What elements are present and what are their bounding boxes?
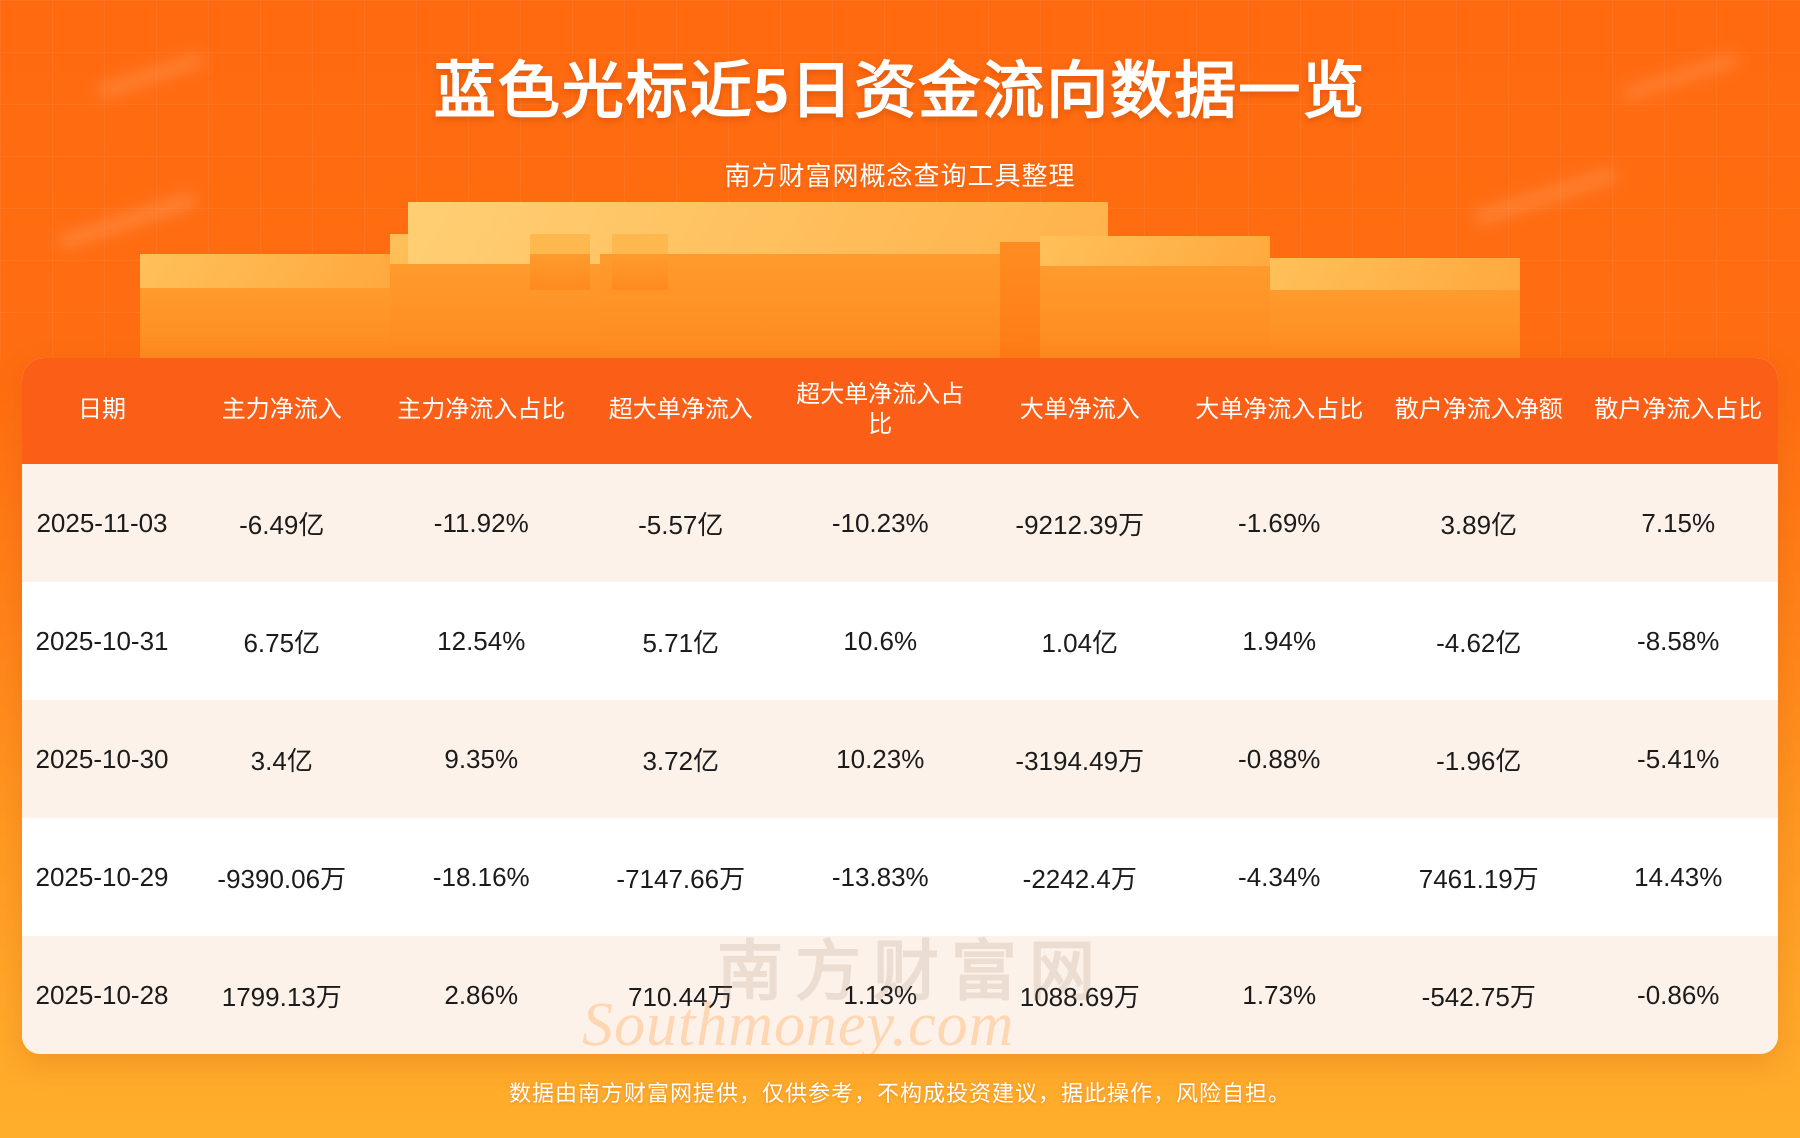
- cell-date: 2025-10-29: [35, 861, 169, 892]
- table-header: 日期 主力净流入 主力净流入占比 超大单净流入 超大单净流入占比 大单净流入 大…: [22, 358, 1778, 464]
- cell-large-net: -9212.39万: [1015, 509, 1145, 540]
- table-row: 2025-10-30 3.4亿 9.35% 3.72亿 10.23% -3194…: [22, 700, 1778, 818]
- table-row: 2025-10-28 1799.13万 2.86% 710.44万 1.13% …: [22, 936, 1778, 1054]
- column-header-date[interactable]: 日期: [22, 358, 182, 464]
- cell-date: 2025-10-28: [35, 979, 169, 1010]
- cell-main-pct: 12.54%: [437, 625, 526, 656]
- footer-disclaimer: 数据由南方财富网提供，仅供参考，不构成投资建议，据此操作，风险自担。: [508, 1081, 1291, 1106]
- cell-main-pct: 2.86%: [444, 979, 519, 1010]
- cell-main-pct: 9.35%: [444, 743, 519, 774]
- cell-large-net: -2242.4万: [1022, 863, 1137, 894]
- cell-xl-net: 3.72亿: [642, 745, 720, 776]
- cell-date: 2025-11-03: [36, 507, 168, 538]
- cell-main-pct: -11.92%: [433, 507, 529, 538]
- cell-retail-pct: -5.41%: [1637, 743, 1720, 774]
- cell-retail-net: -4.62亿: [1436, 627, 1522, 658]
- cell-xl-pct: -13.83%: [831, 861, 929, 892]
- cell-xl-pct: 1.13%: [843, 979, 918, 1010]
- table-body: 2025-11-03 -6.49亿 -11.92% -5.57亿 -10.23%…: [22, 464, 1778, 1054]
- cell-main-net: -6.49亿: [239, 509, 325, 540]
- cell-large-pct: -4.34%: [1238, 861, 1321, 892]
- cell-xl-pct: 10.6%: [843, 625, 918, 656]
- cell-large-pct: -1.69%: [1238, 507, 1321, 538]
- column-header-large-pct[interactable]: 大单净流入占比: [1179, 358, 1379, 464]
- fund-flow-table: 日期 主力净流入 主力净流入占比 超大单净流入 超大单净流入占比 大单净流入 大…: [22, 358, 1778, 1054]
- column-header-main-net[interactable]: 主力净流入: [182, 358, 382, 464]
- column-header-xl-net[interactable]: 超大单净流入: [581, 358, 781, 464]
- cell-retail-net: 3.89亿: [1440, 509, 1518, 540]
- table-row: 2025-11-03 -6.49亿 -11.92% -5.57亿 -10.23%…: [22, 464, 1778, 582]
- cell-main-net: -9390.06万: [217, 863, 347, 894]
- hero-header: 蓝色光标近5日资金流向数据一览 南方财富网概念查询工具整理: [0, 0, 1800, 193]
- fund-flow-table-card: 南方财富网 Southmoney.com 日期 主力净流入 主力净流入占比 超大…: [22, 358, 1778, 1054]
- cell-main-pct: -18.16%: [432, 861, 530, 892]
- page-title: 蓝色光标近5日资金流向数据一览: [433, 57, 1367, 126]
- cell-retail-net: -542.75万: [1421, 981, 1536, 1012]
- cell-retail-pct: 7.15%: [1641, 507, 1716, 538]
- table-row: 2025-10-31 6.75亿 12.54% 5.71亿 10.6% 1.04…: [22, 582, 1778, 700]
- cell-retail-net: 7461.19万: [1418, 863, 1539, 894]
- cell-retail-pct: -0.86%: [1637, 979, 1720, 1010]
- cell-large-pct: 1.94%: [1242, 625, 1317, 656]
- cell-xl-net: 5.71亿: [642, 627, 720, 658]
- cell-large-pct: -0.88%: [1238, 743, 1321, 774]
- cell-retail-pct: 14.43%: [1634, 861, 1723, 892]
- cell-large-net: 1088.69万: [1019, 981, 1140, 1012]
- cell-main-net: 3.4亿: [250, 745, 313, 776]
- cell-large-net: -3194.49万: [1015, 745, 1145, 776]
- podium-decoration: [0, 192, 1800, 360]
- column-header-xl-pct[interactable]: 超大单净流入占比: [780, 358, 980, 464]
- cell-date: 2025-10-30: [35, 743, 169, 774]
- column-header-retail-net[interactable]: 散户净流入净额: [1379, 358, 1579, 464]
- column-header-large-net[interactable]: 大单净流入: [980, 358, 1180, 464]
- cell-retail-pct: -8.58%: [1637, 625, 1720, 656]
- cell-retail-net: -1.96亿: [1436, 745, 1522, 776]
- cell-xl-net: -5.57亿: [638, 509, 724, 540]
- table-header-row: 日期 主力净流入 主力净流入占比 超大单净流入 超大单净流入占比 大单净流入 大…: [22, 358, 1778, 464]
- cell-date: 2025-10-31: [35, 625, 169, 656]
- cell-xl-pct: 10.23%: [836, 743, 925, 774]
- cell-xl-net: 710.44万: [627, 981, 734, 1012]
- column-header-retail-pct[interactable]: 散户净流入占比: [1578, 358, 1778, 464]
- cell-xl-net: -7147.66万: [616, 863, 746, 894]
- column-header-main-pct[interactable]: 主力净流入占比: [381, 358, 581, 464]
- cell-main-net: 6.75亿: [243, 627, 321, 658]
- cell-large-net: 1.04亿: [1041, 627, 1119, 658]
- cell-large-pct: 1.73%: [1242, 979, 1317, 1010]
- table-row: 2025-10-29 -9390.06万 -18.16% -7147.66万 -…: [22, 818, 1778, 936]
- page-subtitle: 南方财富网概念查询工具整理: [724, 161, 1076, 191]
- cell-xl-pct: -10.23%: [831, 507, 929, 538]
- cell-main-net: 1799.13万: [221, 981, 342, 1012]
